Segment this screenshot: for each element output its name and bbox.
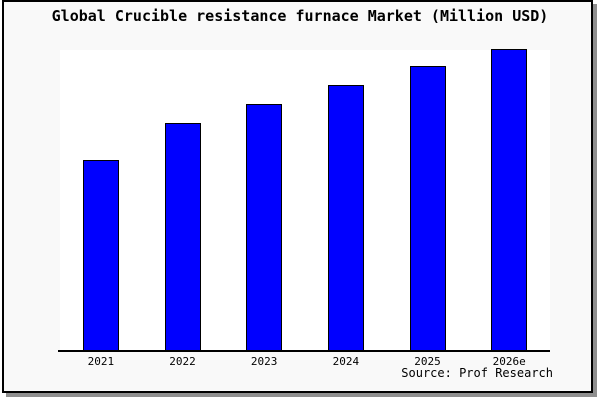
bar-2024 <box>327 85 364 350</box>
bar-slot <box>142 50 224 350</box>
bar-2023 <box>246 104 283 350</box>
x-axis-line <box>58 350 550 352</box>
x-tick-label-2021: 2021 <box>87 355 115 368</box>
x-tick-label-2022: 2022 <box>169 355 196 368</box>
x-tick-label-2024: 2024 <box>332 355 360 368</box>
x-tick-label-2025: 2025 <box>414 355 441 368</box>
chart-title: Global Crucible resistance furnace Marke… <box>51 7 549 25</box>
bar-slot <box>60 50 142 350</box>
bars-row <box>60 49 550 350</box>
bar-slot <box>387 50 469 350</box>
bar-slot <box>468 49 550 350</box>
source-attribution: Source: Prof Research <box>401 366 553 380</box>
x-tick-label-2023: 2023 <box>250 355 278 368</box>
x-axis-labels: 2021 2022 2023 2024 2025 2026e <box>60 355 550 368</box>
bar-slot <box>223 50 305 350</box>
bar-2025 <box>409 66 446 350</box>
bar-slot <box>305 50 387 350</box>
bar-2026e <box>491 49 528 350</box>
x-tick-label-2026e: 2026e <box>492 355 526 368</box>
plot-area <box>60 49 550 350</box>
bar-2022 <box>164 123 201 350</box>
bar-2021 <box>82 160 119 350</box>
